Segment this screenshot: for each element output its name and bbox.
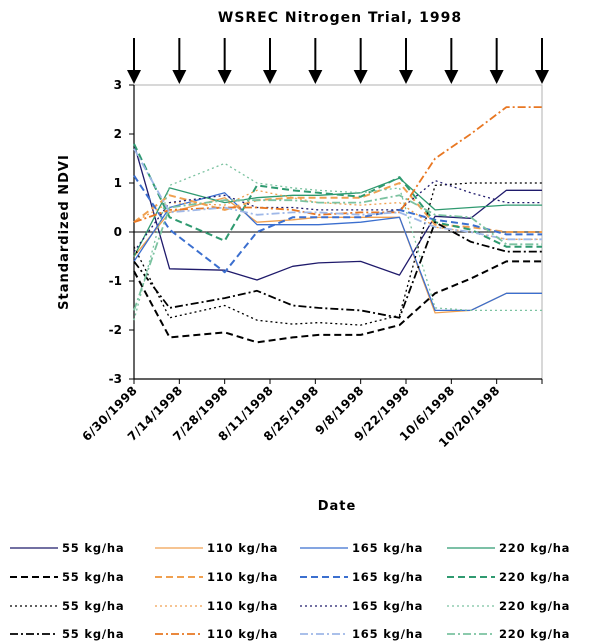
y-tick-label: 2: [114, 127, 122, 141]
fertilization-arrow-head: [308, 70, 323, 84]
legend-label: 55 kg/ha: [62, 570, 124, 584]
series-lines: [133, 106, 542, 344]
fertilization-arrow-head: [217, 70, 232, 84]
legend-label: 110 kg/ha: [207, 599, 278, 613]
legend-label: 220 kg/ha: [499, 541, 570, 555]
fertilization-arrow-head: [444, 70, 459, 84]
fertilization-arrow-head: [172, 70, 187, 84]
fertilization-arrow-head: [263, 70, 277, 84]
series-line-12: [133, 162, 542, 321]
legend-label: 220 kg/ha: [499, 627, 570, 641]
series-line-3: [133, 192, 542, 312]
series-line-11: [133, 179, 542, 252]
chart-title: WSREC Nitrogen Trial, 1998: [218, 10, 462, 26]
y-tick-label: -1: [109, 274, 122, 288]
series-line-2: [133, 197, 542, 314]
series-line-16: [133, 194, 542, 311]
series-line-5: [133, 260, 542, 344]
y-tick-label: 0: [114, 225, 122, 239]
legend: 55 kg/ha 110 kg/ha 165 kg/ha 220 kg/ha 55 kg…: [10, 541, 570, 641]
y-axis: 3 2 1 0 -1 -2 -3: [109, 78, 135, 386]
legend-label: 55 kg/ha: [62, 599, 124, 613]
legend-label: 55 kg/ha: [62, 627, 124, 641]
y-axis-label: Standardized NDVI: [57, 154, 72, 310]
legend-label: 165 kg/ha: [352, 570, 423, 584]
legend-label: 110 kg/ha: [207, 541, 278, 555]
fertilization-arrow-head: [353, 70, 368, 84]
fertilization-arrow-head: [535, 70, 549, 84]
legend-label: 165 kg/ha: [352, 541, 423, 555]
series-line-1: [133, 143, 542, 281]
x-axis-label: Date: [318, 499, 357, 514]
legend-label: 220 kg/ha: [499, 599, 570, 613]
fertilization-arrow-head: [489, 70, 504, 84]
y-tick-label: -3: [109, 372, 122, 386]
fertilization-arrow-head: [399, 70, 413, 84]
series-line-7: [133, 175, 542, 274]
series-line-9: [133, 182, 542, 326]
legend-label: 220 kg/ha: [499, 570, 570, 584]
legend-label: 165 kg/ha: [352, 627, 423, 641]
y-tick-label: 3: [114, 78, 122, 92]
legend-label: 55 kg/ha: [62, 541, 124, 555]
fertilization-arrow-head: [127, 70, 141, 84]
legend-label: 110 kg/ha: [207, 627, 278, 641]
y-tick-label: 1: [114, 176, 122, 190]
y-tick-label: -2: [109, 323, 122, 337]
series-line-15: [133, 148, 542, 241]
legend-label: 110 kg/ha: [207, 570, 278, 584]
legend-label: 165 kg/ha: [352, 599, 423, 613]
fertilization-arrows: [127, 38, 549, 84]
